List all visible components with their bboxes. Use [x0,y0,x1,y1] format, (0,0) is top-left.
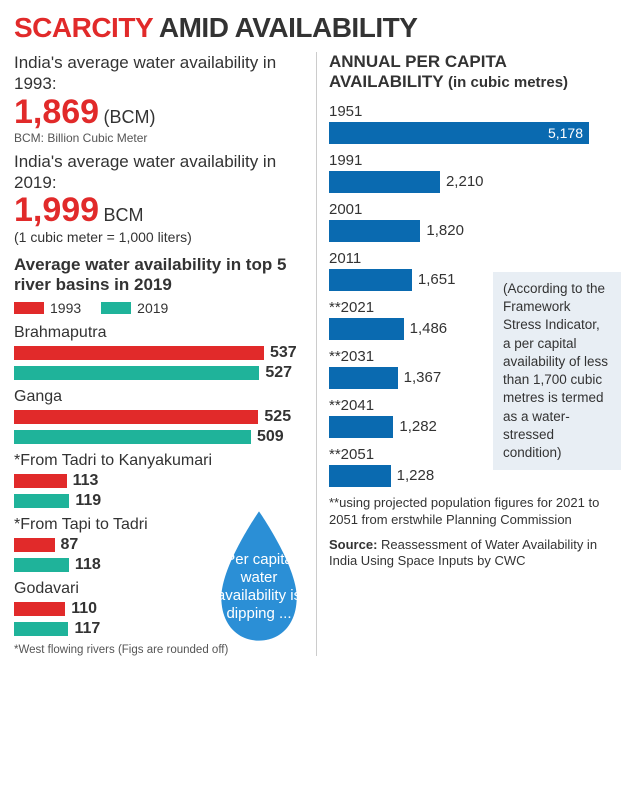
basin-bar [14,366,259,380]
basin-group: Ganga 525 509 [14,388,304,446]
basin-bar-value: 119 [75,492,101,510]
pc-row: 1951 5,178 [329,103,621,144]
stat2-label: India's average water availability in 20… [14,151,304,194]
pc-bar-row: 2,210 [329,171,621,193]
title-rest: AMID AVAILABILITY [153,12,418,43]
pc-value: 1,486 [410,320,448,337]
pc-row: 2001 1,820 [329,201,621,242]
pc-value: 2,210 [446,173,484,190]
pc-bar [329,220,420,242]
pc-year: 1951 [329,103,621,120]
pc-bar [329,318,404,340]
stat1-label: India's average water availability in 19… [14,52,304,95]
pc-value: 1,282 [399,418,437,435]
legend-2019-label: 2019 [137,300,168,316]
pc-heading: ANNUAL PER CAPITA AVAILABILITY (in cubic… [329,52,621,93]
basin-bar-value: 113 [73,472,99,490]
basin-bar [14,494,69,508]
basin-bar-value: 509 [257,428,284,446]
pc-year: 2001 [329,201,621,218]
legend-1993-label: 1993 [50,300,81,316]
pc-value: 1,651 [418,271,456,288]
pc-value: 1,820 [426,222,464,239]
basin-bar-value: 525 [264,408,291,426]
left-column: India's average water availability in 19… [14,52,304,656]
basin-bar-value: 87 [61,536,79,554]
projection-note: **using projected population figures for… [329,495,621,529]
source-label: Source: [329,537,377,552]
basin-bar-value: 110 [71,600,97,618]
pc-row: 1991 2,210 [329,152,621,193]
pc-value: 1,228 [397,467,435,484]
basin-bar-value: 537 [270,344,297,362]
bcm-note: BCM: Billion Cubic Meter [14,131,304,145]
column-divider [316,52,317,656]
basin-bar [14,622,68,636]
basin-bar [14,558,69,572]
pc-value: 1,367 [404,369,442,386]
basin-bar [14,538,55,552]
basin-bar-value: 117 [74,620,100,638]
main-title: SCARCITY AMID AVAILABILITY [14,12,621,44]
basin-bar-row: 527 [14,364,304,382]
pc-bar [329,416,393,438]
basin-bar-value: 527 [265,364,292,382]
basin-bar-row: 525 [14,408,304,426]
basin-name: Ganga [14,388,304,406]
pc-heading-sub: (in cubic metres) [448,74,568,91]
title-red: SCARCITY [14,12,153,43]
pc-bar-row: 1,820 [329,220,621,242]
basin-bar [14,602,65,616]
framework-note: (According to the Framework Stress Indic… [493,272,621,470]
pc-bar: 5,178 [329,122,589,144]
pc-bar [329,465,391,487]
basin-bar-value: 118 [75,556,101,574]
basin-bar-row: 509 [14,428,304,446]
basin-bar [14,474,67,488]
basin-group: Brahmaputra 537 527 [14,324,304,382]
legend-1993: 1993 [14,300,81,316]
right-column: ANNUAL PER CAPITA AVAILABILITY (in cubic… [329,52,621,656]
stat1-unit: (BCM) [104,107,156,127]
swatch-1993 [14,302,44,314]
swatch-2019 [101,302,131,314]
stat1-value: 1,869 [14,93,99,131]
stat2-value: 1,999 [14,191,99,229]
pc-year: 2011 [329,250,621,267]
pc-year: 1991 [329,152,621,169]
basin-bar [14,430,251,444]
pc-bar-row: 5,178 [329,122,621,144]
basin-group: *From Tadri to Kanyakumari 113 119 [14,452,304,510]
source: Source: Reassessment of Water Availabili… [329,537,621,571]
basin-name: Brahmaputra [14,324,304,342]
basin-bar-row: 113 [14,472,304,490]
basin-bar [14,410,258,424]
drop-text: Per capita water availability is dipping… [214,551,304,623]
pc-bar [329,367,398,389]
pc-bar [329,171,440,193]
conv-note: (1 cubic meter = 1,000 liters) [14,229,304,245]
basin-bar [14,346,264,360]
stat2-unit: BCM [104,205,144,225]
basin-legend: 1993 2019 [14,300,304,316]
basin-bar-row: 537 [14,344,304,362]
basin-heading: Average water availability in top 5 rive… [14,255,304,294]
pc-bar [329,269,412,291]
basin-name: *From Tadri to Kanyakumari [14,452,304,470]
legend-2019: 2019 [101,300,168,316]
water-drop-icon: Per capita water availability is dipping… [204,506,314,646]
